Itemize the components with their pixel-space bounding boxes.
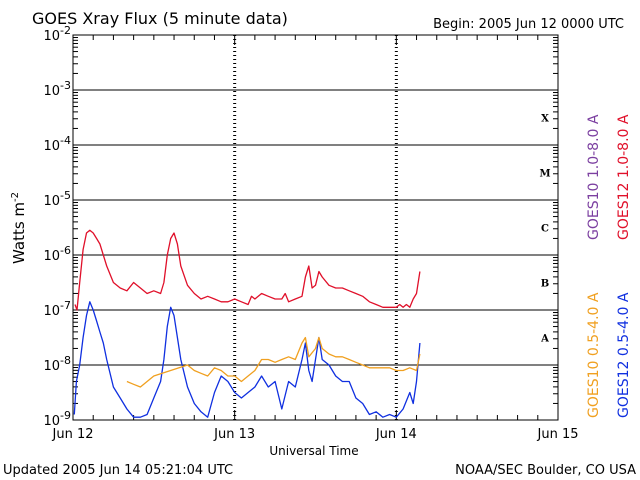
flare-class-a: A <box>540 334 549 345</box>
y-tick-label-exp: -8 <box>60 354 71 367</box>
flare-class-labels: X M C B A <box>539 114 550 345</box>
y-tick-label: 10-3 <box>43 79 71 99</box>
begin-time: Begin: 2005 Jun 12 0000 UTC <box>433 17 624 32</box>
y-tick-label: 10-9 <box>43 409 71 429</box>
y-tick-label-base: 10 <box>43 194 60 209</box>
x-tick-label: Jun 13 <box>213 427 255 442</box>
x-axis-title: Universal Time <box>269 444 358 458</box>
y-tick-label: 10-8 <box>43 354 71 374</box>
flare-class-c: C <box>541 224 549 235</box>
y-tick-label: 10-4 <box>43 134 71 154</box>
y-tick-labels: 10-210-310-410-510-610-710-810-9 <box>43 24 71 429</box>
y-tick-label: 10-2 <box>43 24 71 44</box>
y-tick-label-base: 10 <box>43 414 60 429</box>
y-tick-label-exp: -9 <box>60 409 71 422</box>
y-tick-label: 10-5 <box>43 189 71 209</box>
y-tick-label-base: 10 <box>43 84 60 99</box>
data-series <box>73 229 421 418</box>
flare-class-x: X <box>541 114 549 125</box>
y-axis-title-sup: -2 <box>10 192 21 202</box>
flare-class-b: B <box>541 279 549 290</box>
x-tick-labels: Jun 12 Jun 13 Jun 14 Jun 15 <box>52 427 579 442</box>
legend-item: GOES10 1.0-8.0 A <box>586 114 602 240</box>
grid-lines <box>73 35 558 420</box>
updated-timestamp: Updated 2005 Jun 14 05:21:04 UTC <box>3 463 233 478</box>
y-axis-title: Watts m-2 <box>10 192 28 264</box>
series-line-goes10-0-5-4-0-a <box>126 336 421 388</box>
y-tick-label-exp: -3 <box>60 79 71 92</box>
y-tick-label-base: 10 <box>43 359 60 374</box>
x-tick-label: Jun 14 <box>375 427 417 442</box>
x-tick-label: Jun 15 <box>537 427 579 442</box>
legend-item: GOES12 0.5-4.0 A <box>616 292 632 418</box>
y-tick-label: 10-6 <box>43 244 71 264</box>
axis-ticks <box>72 35 559 420</box>
y-tick-label-exp: -4 <box>60 134 71 147</box>
series-line-goes12-0-5-4-0-a <box>73 301 421 418</box>
legend: GOES10 1.0-8.0 A GOES12 1.0-8.0 A GOES10 0… <box>586 114 632 418</box>
y-tick-label-exp: -5 <box>60 189 71 202</box>
series-line-goes12-1-0-8-0-a <box>74 229 421 311</box>
y-tick-label-base: 10 <box>43 29 60 44</box>
y-tick-label-exp: -6 <box>60 244 71 257</box>
y-axis-title-base: Watts m <box>10 202 28 264</box>
y-tick-label: 10-7 <box>43 299 71 319</box>
y-tick-label-exp: -7 <box>60 299 71 312</box>
y-tick-label-base: 10 <box>43 249 60 264</box>
legend-item: GOES12 1.0-8.0 A <box>616 114 632 240</box>
chart-title: GOES Xray Flux (5 minute data) <box>32 9 288 28</box>
y-tick-label-base: 10 <box>43 139 60 154</box>
flare-class-m: M <box>539 169 550 180</box>
x-tick-label: Jun 12 <box>52 427 94 442</box>
legend-item: GOES10 0.5-4.0 A <box>586 292 602 418</box>
source-credit: NOAA/SEC Boulder, CO USA <box>455 463 636 478</box>
y-tick-label-exp: -2 <box>60 24 71 37</box>
y-axis-title-group: Watts m-2 <box>10 192 28 264</box>
y-tick-label-base: 10 <box>43 304 60 319</box>
